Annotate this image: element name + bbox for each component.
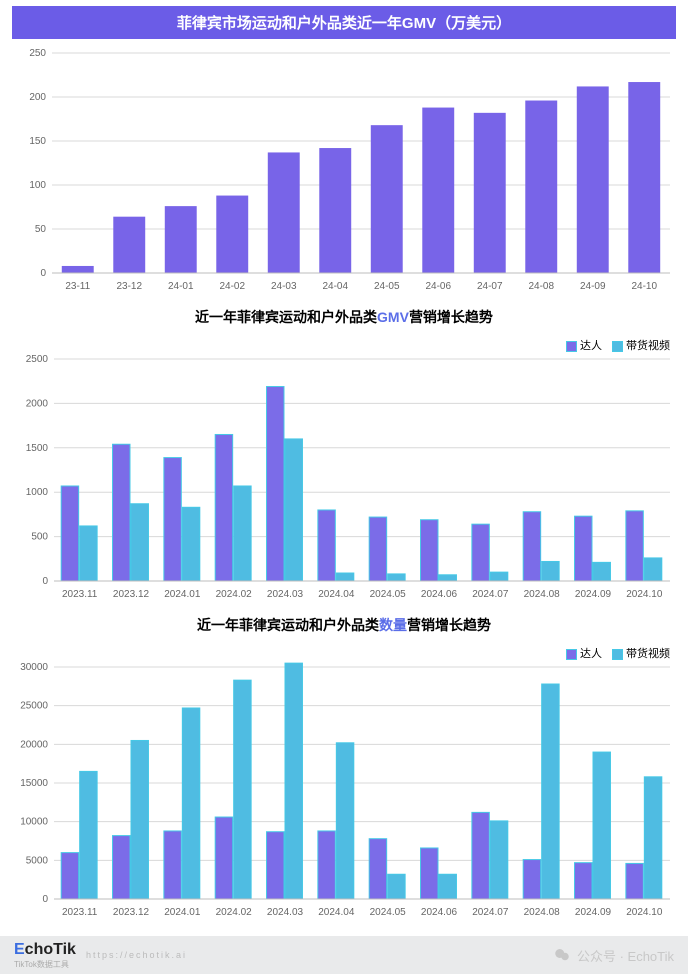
svg-text:2024.08: 2024.08 — [524, 907, 561, 918]
chart1-title-bar: 菲律宾市场运动和户外品类近一年GMV（万美元） — [12, 6, 676, 39]
svg-text:2023.12: 2023.12 — [113, 589, 150, 600]
svg-text:23-11: 23-11 — [65, 281, 90, 292]
svg-text:25000: 25000 — [20, 701, 48, 712]
chart2-title-prefix: 近一年菲律宾运动和户外品类 — [195, 309, 377, 325]
wechat-icon — [553, 946, 571, 964]
footer: EchoTik TikTok数据工具 https://echotik.ai 公众… — [0, 936, 688, 974]
svg-text:2024.01: 2024.01 — [164, 907, 201, 918]
svg-text:2024.02: 2024.02 — [216, 907, 253, 918]
svg-text:24-01: 24-01 — [168, 281, 194, 292]
svg-text:2023.12: 2023.12 — [113, 907, 150, 918]
chart2-legend: 达人 带货视频 — [566, 337, 670, 353]
svg-text:2024.03: 2024.03 — [267, 589, 304, 600]
svg-text:2000: 2000 — [26, 398, 49, 409]
svg-text:2023.11: 2023.11 — [62, 589, 98, 600]
chart1: 0 50 100 150 200 250 23-11 23-12 24-01 24-02 24-03… — [0, 41, 688, 301]
chart1-title: 菲律宾市场运动和户外品类近一年GMV（万美元） — [177, 15, 511, 32]
svg-text:2023.11: 2023.11 — [62, 907, 98, 918]
svg-text:24-05: 24-05 — [374, 281, 400, 292]
svg-text:2024.03: 2024.03 — [267, 907, 304, 918]
svg-text:2024.06: 2024.06 — [421, 907, 458, 918]
chart2-svg: 0 500 1000 1500 2000 2500 2023.11 2023.12 2024.0… — [0, 329, 688, 609]
svg-text:0: 0 — [40, 268, 46, 279]
svg-text:2024.04: 2024.04 — [318, 589, 355, 600]
svg-text:2024.09: 2024.09 — [575, 589, 612, 600]
svg-text:250: 250 — [29, 48, 46, 59]
svg-text:24-06: 24-06 — [425, 281, 451, 292]
svg-text:10000: 10000 — [20, 817, 48, 828]
svg-text:5000: 5000 — [26, 855, 49, 866]
chart3-legend: 达人 带货视频 — [566, 645, 670, 661]
svg-text:2500: 2500 — [26, 354, 49, 365]
svg-text:2024.02: 2024.02 — [216, 589, 253, 600]
chart3: 达人 带货视频 0 5000 10000 15000 20000 25000 30000 20… — [0, 637, 688, 927]
svg-text:1000: 1000 — [26, 487, 49, 498]
svg-text:2024.04: 2024.04 — [318, 907, 355, 918]
chart2-title: 近一年菲律宾运动和户外品类GMV营销增长趋势 — [0, 307, 688, 327]
chart2-title-suffix: 营销增长趋势 — [409, 309, 493, 325]
svg-text:0: 0 — [42, 576, 48, 587]
svg-text:2024.01: 2024.01 — [164, 589, 201, 600]
svg-text:50: 50 — [35, 224, 47, 235]
brand-url: https://echotik.ai — [86, 950, 187, 960]
legend-video: 带货视频 — [612, 645, 670, 661]
svg-text:24-10: 24-10 — [631, 281, 657, 292]
svg-text:24-08: 24-08 — [528, 281, 554, 292]
chart2: 达人 带货视频 0 500 1000 1500 2000 2500 2023.11 2023.… — [0, 329, 688, 609]
svg-text:2024.05: 2024.05 — [370, 589, 407, 600]
svg-text:30000: 30000 — [20, 662, 48, 673]
brand-logo: EchoTik — [14, 941, 76, 959]
wechat-credit: 公众号 · EchoTik — [553, 946, 674, 965]
svg-text:20000: 20000 — [20, 739, 48, 750]
svg-text:2024.10: 2024.10 — [626, 907, 663, 918]
wechat-text: 公众号 · EchoTik — [577, 946, 674, 965]
svg-text:23-12: 23-12 — [116, 281, 142, 292]
svg-text:15000: 15000 — [20, 778, 48, 789]
legend-daren: 达人 — [566, 337, 602, 353]
svg-text:2024.06: 2024.06 — [421, 589, 458, 600]
chart3-title-accent: 数量 — [379, 617, 407, 633]
chart2-title-accent: GMV — [377, 309, 409, 325]
brand: EchoTik TikTok数据工具 https://echotik.ai — [14, 941, 187, 970]
svg-text:100: 100 — [29, 180, 46, 191]
legend-video: 带货视频 — [612, 337, 670, 353]
svg-text:500: 500 — [31, 532, 48, 543]
svg-text:2024.05: 2024.05 — [370, 907, 407, 918]
svg-text:150: 150 — [29, 136, 46, 147]
svg-text:2024.10: 2024.10 — [626, 589, 663, 600]
svg-text:24-04: 24-04 — [322, 281, 348, 292]
svg-text:24-09: 24-09 — [580, 281, 606, 292]
svg-text:24-03: 24-03 — [271, 281, 297, 292]
chart1-svg: 0 50 100 150 200 250 23-11 23-12 24-01 24-02 24-03… — [0, 41, 688, 301]
svg-text:0: 0 — [42, 894, 48, 905]
chart3-svg: 0 5000 10000 15000 20000 25000 30000 2023.11 202… — [0, 637, 688, 927]
svg-text:2024.07: 2024.07 — [472, 589, 509, 600]
chart3-title: 近一年菲律宾运动和户外品类数量营销增长趋势 — [0, 615, 688, 635]
svg-text:1500: 1500 — [26, 443, 49, 454]
svg-text:24-07: 24-07 — [477, 281, 503, 292]
chart3-title-prefix: 近一年菲律宾运动和户外品类 — [197, 617, 379, 633]
svg-text:200: 200 — [29, 92, 46, 103]
svg-text:2024.09: 2024.09 — [575, 907, 612, 918]
svg-text:2024.08: 2024.08 — [524, 589, 561, 600]
svg-text:2024.07: 2024.07 — [472, 907, 509, 918]
legend-daren: 达人 — [566, 645, 602, 661]
svg-text:24-02: 24-02 — [219, 281, 245, 292]
chart3-title-suffix: 营销增长趋势 — [407, 617, 491, 633]
